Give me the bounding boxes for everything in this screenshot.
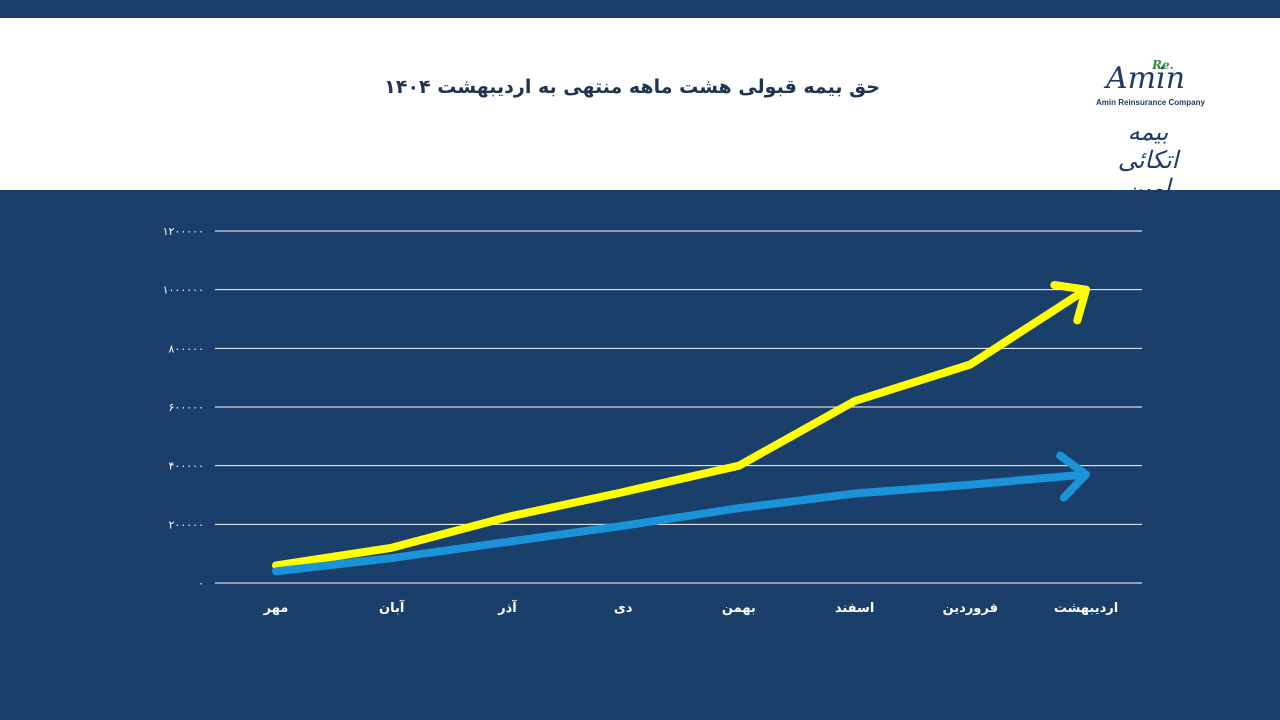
x-tick-label: فروردین xyxy=(943,601,998,616)
header-band: حق بیمه قبولی هشت ماهه منتهی به اردیبهشت… xyxy=(0,18,1280,202)
x-tick-label: اردیبهشت xyxy=(1054,601,1118,616)
y-tick-label: ۰ xyxy=(198,577,204,590)
series-line-blue xyxy=(272,470,1090,576)
y-tick-label: ۸۰۰۰۰۰ xyxy=(169,342,204,355)
company-logo: Amin Re. Amin Reinsurance Company بیمه ا… xyxy=(1092,56,1212,202)
x-tick-label: آذر xyxy=(497,599,517,616)
y-tick-label: ۴۰۰۰۰۰ xyxy=(169,460,204,473)
y-tick-label: ۱۰۰۰۰۰۰ xyxy=(163,284,204,297)
x-tick-label: آبان xyxy=(379,599,405,616)
page-title: حق بیمه قبولی هشت ماهه منتهی به اردیبهشت… xyxy=(384,76,880,98)
y-tick-label: ۶۰۰۰۰۰ xyxy=(169,401,204,414)
y-tick-label: ۱۲۰۰۰۰۰ xyxy=(163,225,204,238)
series-line-yellow xyxy=(272,285,1090,570)
x-tick-label: بهمن xyxy=(722,601,756,616)
logo-brand: Amin xyxy=(1106,61,1186,96)
x-tick-label: اسفند xyxy=(835,601,874,616)
x-tick-label: دی xyxy=(614,601,633,616)
logo-company-name: Amin Reinsurance Company xyxy=(1096,98,1205,107)
logo-re: Re. xyxy=(1152,58,1174,72)
x-tick-label: مهر xyxy=(263,601,289,616)
y-tick-label: ۲۰۰۰۰۰ xyxy=(169,518,204,531)
top-strip xyxy=(0,0,1280,18)
logo-persian-name: بیمه اتکائی امین xyxy=(1117,118,1179,202)
arrowhead-yellow xyxy=(1050,281,1090,325)
arrowhead-blue xyxy=(1056,451,1090,502)
